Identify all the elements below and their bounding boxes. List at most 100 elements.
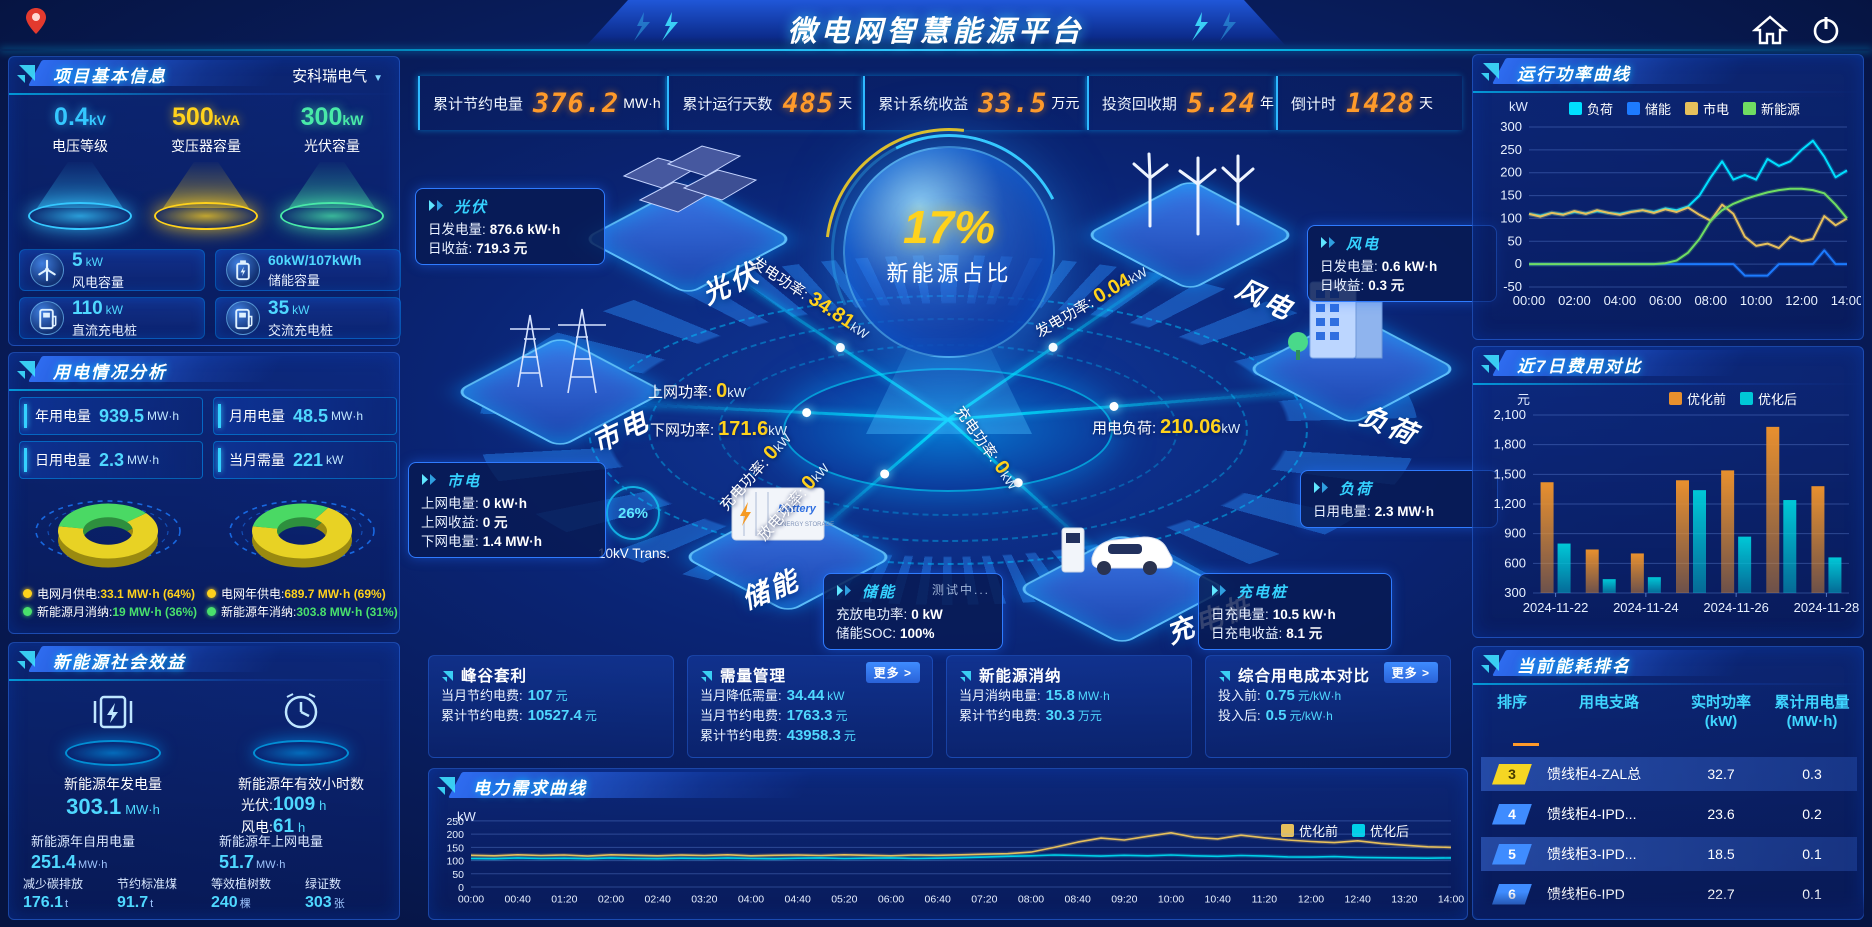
location-pin-icon[interactable] [24, 6, 48, 36]
usage-stat-box: 当月需量 221 kW [213, 441, 397, 479]
double-chevron-icon [421, 473, 441, 487]
capacity-card: 5 kW 风电容量 [19, 249, 205, 291]
pv-info-card: 光伏 日发电量: 876.6 kW·h 日收益: 719.3 元 [415, 188, 605, 265]
home-icon[interactable] [1752, 14, 1788, 46]
legend-item-优化后[interactable]: 优化后 [1740, 389, 1797, 408]
dc-charger-icon [30, 301, 64, 335]
svg-text:300: 300 [1504, 585, 1526, 600]
realtime-power: 18.5 [1707, 846, 1735, 862]
row-value: 0.3 元 [1368, 278, 1405, 293]
row-value: 0 kW·h [482, 496, 528, 511]
charger-node-platform[interactable] [1015, 532, 1229, 646]
legend-item-市电[interactable]: 市电 [1685, 99, 1729, 118]
light-cone [289, 162, 375, 208]
svg-text:Battery: Battery [778, 503, 817, 515]
legend-item-负荷[interactable]: 负荷 [1569, 99, 1613, 118]
svg-text:50: 50 [452, 869, 464, 881]
power-icon[interactable] [1808, 14, 1844, 46]
row-label: 累计节约电费: [700, 728, 782, 743]
legend-item-优化后[interactable]: 优化后 [1352, 821, 1409, 840]
row-label: 累计节约电费: [441, 708, 523, 723]
legend-text: 储能 [1645, 102, 1672, 117]
row-value: 0 元 [482, 515, 508, 530]
spotlight-base [154, 202, 258, 230]
legend-swatch [1352, 824, 1366, 837]
beam-pulse-dot [1108, 401, 1119, 412]
stat-unit: 万元 [1051, 95, 1080, 111]
social-secondary-stat: 新能源年自用电量 251.4 MW·h [31, 834, 136, 872]
flow-value: 0 [989, 456, 1014, 479]
light-cone [37, 162, 123, 208]
capacity-value: 35 [268, 297, 290, 319]
svg-text:13:20: 13:20 [1391, 894, 1417, 906]
svg-text:01:20: 01:20 [551, 894, 577, 906]
wind-node-icon [1120, 138, 1260, 243]
benefit-sub-line: 风电:61 h [241, 816, 306, 837]
legend-value: 19 MW·h (36%) [112, 605, 198, 619]
grid-info-card: 市电 上网电量: 0 kW·h 上网收益: 0 元下网电量: 1.4 MW·h [408, 462, 606, 558]
spoke-ring [478, 255, 1418, 605]
more-button[interactable]: 更多 > [1383, 662, 1438, 683]
card-title-text: 风电 [1346, 236, 1381, 253]
legend-item-新能源[interactable]: 新能源 [1743, 99, 1800, 118]
social-benefit-item: 新能源年发电量 303.1 MW·h [25, 691, 201, 820]
table-row[interactable]: 3 馈线柜4-ZAL总 32.7 0.3 [1481, 757, 1857, 791]
card-status: 测试中... [931, 583, 990, 597]
legend-item-优化前[interactable]: 优化前 [1669, 389, 1726, 408]
legend-item-优化前[interactable]: 优化前 [1281, 821, 1338, 840]
energy-beam [699, 252, 949, 421]
panel-corner-icon [700, 669, 714, 683]
card-title-text: 光伏 [454, 199, 489, 216]
benefit-card: 综合用电成本对比 更多 > 投入前: 0.75 元/kW·h 投入后: 0.5 元/kW·h [1205, 655, 1451, 758]
double-chevron-icon [428, 199, 448, 213]
social-benefit-item: 新能源年有效小时数 光伏:1009 h 风电:61 h [213, 691, 389, 838]
row-value: 30.3 [1045, 707, 1075, 724]
more-button[interactable]: 更多 > [865, 662, 920, 683]
row-label: 当月节约电费: [441, 688, 523, 703]
pv-node-platform[interactable] [581, 182, 795, 296]
panel-header: 新能源社会效益 [9, 643, 399, 677]
flow-load-power: 用电负荷: 210.06kW [1092, 416, 1240, 439]
charger-info-card: 充电桩 日充电量: 10.5 kW·h 日充电收益: 8.1 元 [1198, 573, 1392, 650]
svg-text:0: 0 [458, 882, 464, 894]
svg-text:ENERGY STORAGE: ENERGY STORAGE [778, 522, 834, 528]
load-node-platform[interactable] [1245, 312, 1459, 426]
stat-value: 1428 [1345, 87, 1415, 119]
usage-value: 939.5 [99, 405, 145, 426]
row-unit: 元/kW·h [1289, 709, 1333, 723]
svg-text:300: 300 [1500, 119, 1522, 134]
panel-title: 用电情况分析 [53, 363, 167, 382]
flow-unit: kW [727, 385, 747, 400]
month-supply-donut-chart [35, 500, 181, 568]
flow-grid-down: 下网功率: 171.6kW [650, 418, 787, 441]
svg-text:2024-11-28: 2024-11-28 [1794, 600, 1860, 615]
panel-run-power-curve: 运行功率曲线 kW 负荷 储能 市电 新能源 -50 0 50 100 150 200 250 30… [1472, 54, 1864, 340]
usage-unit: kW [326, 453, 344, 467]
svg-text:02:00: 02:00 [598, 894, 624, 906]
row-value: 10.5 kW·h [1272, 607, 1336, 622]
energy-beam [947, 387, 1332, 421]
lightning-icon [662, 12, 678, 41]
table-row[interactable]: 5 馈线柜3-IPD... 18.5 0.1 [1481, 837, 1857, 871]
renewable-share-hub: 17% 新能源占比 [843, 146, 1055, 358]
svg-text:02:00: 02:00 [1558, 293, 1591, 308]
hub-light-cone [866, 338, 1032, 434]
panel-title: 近7日费用对比 [1517, 357, 1643, 376]
wind-node-platform[interactable] [1083, 178, 1297, 292]
flow-storage-discharge: 放电功率:0kW [752, 457, 835, 545]
svg-text:250: 250 [1500, 142, 1522, 157]
row-unit: 元 [835, 709, 848, 723]
row-unit: MW·h [1077, 689, 1110, 703]
table-row[interactable]: 4 馈线柜4-IPD... 23.6 0.2 [1481, 797, 1857, 831]
company-select[interactable]: 安科瑞电气 ▼ [292, 65, 383, 86]
capacity-card: 110 kW 直流充电桩 [19, 297, 205, 339]
branch-name: 馈线柜4-ZAL总 [1547, 766, 1642, 782]
svg-text:150: 150 [446, 842, 464, 854]
beam-pulse-dot [1046, 340, 1060, 354]
legend-item-储能[interactable]: 储能 [1627, 99, 1671, 118]
ac-charger-icon [226, 301, 260, 335]
panel-corner-icon [441, 669, 455, 683]
grid-node-platform[interactable] [453, 335, 667, 449]
row-label: 日发电量: [1320, 259, 1378, 274]
branch-name: 馈线柜4-IPD... [1547, 806, 1637, 822]
